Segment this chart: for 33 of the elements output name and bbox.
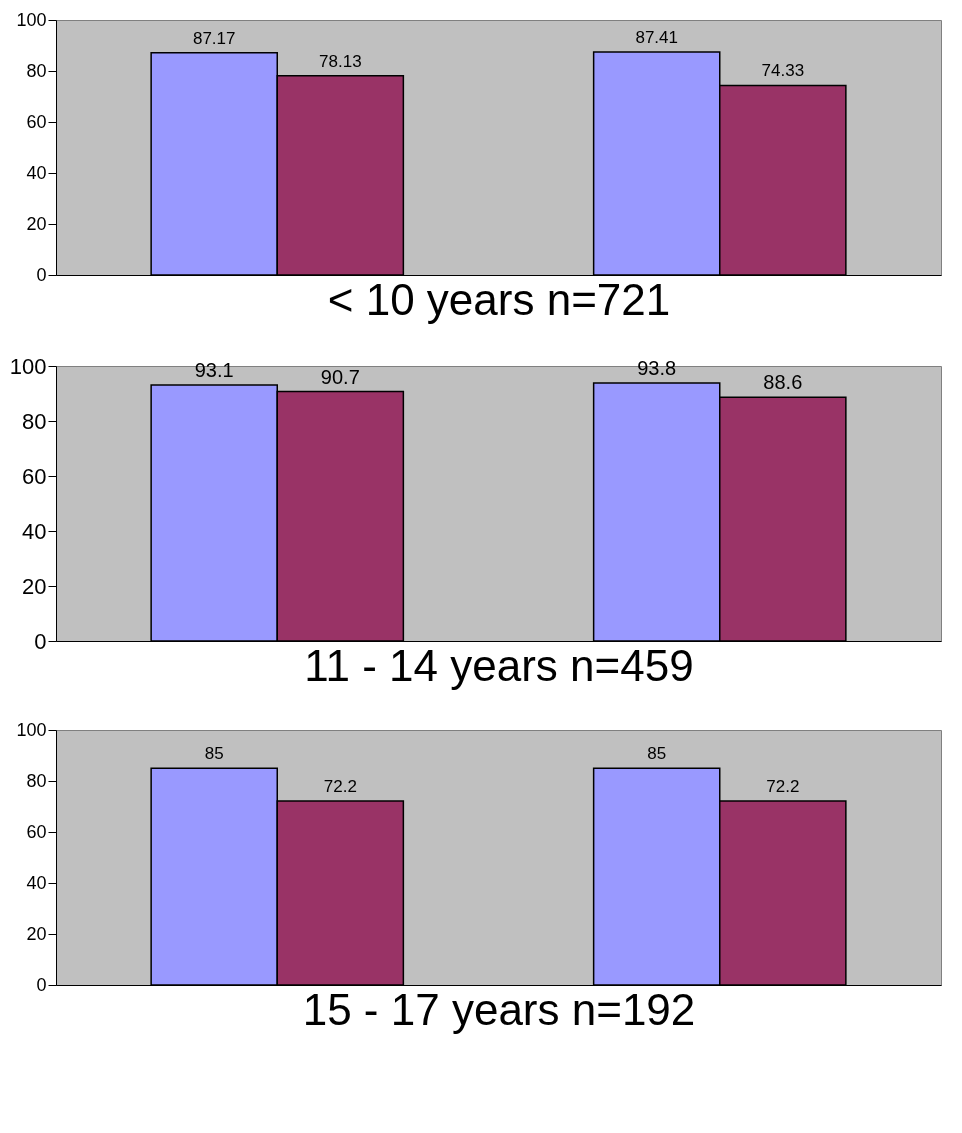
y-tick-label: 100 [16,9,47,30]
y-tick-label: 100 [16,719,47,740]
data-label: 78.13 [319,51,362,71]
y-tick-label: 40 [22,518,47,544]
x-axis-title: 15 - 17 years n=192 [302,984,696,1034]
y-tick-label: 60 [26,111,47,132]
data-label: 93.1 [194,358,234,381]
x-axis-title: < 10 years n=721 [327,274,671,324]
y-tick-label: 60 [22,463,47,489]
data-label: 87.41 [635,28,678,48]
y-tick-label: 20 [22,573,47,599]
y-tick-label: 40 [26,872,47,893]
y-tick-label: 0 [34,628,47,654]
data-label: 90.7 [320,365,360,388]
data-label: 74.33 [761,61,805,81]
y-tick-label: 20 [26,213,47,234]
y-tick-label: 80 [26,60,47,81]
y-tick-label: 0 [36,264,47,285]
data-label: 85 [204,744,224,764]
data-label: 72.2 [766,776,800,796]
y-tick-label: 100 [9,353,47,379]
data-label: 93.8 [637,357,677,380]
y-tick-label: 0 [36,974,47,995]
y-tick-label: 20 [26,923,47,944]
data-label: 85 [647,744,667,764]
y-tick-label: 80 [26,770,47,791]
y-tick-label: 60 [26,821,47,842]
data-label: 72.2 [323,776,357,796]
y-tick-label: 80 [22,408,47,434]
data-label: 88.6 [763,371,803,394]
y-tick-label: 40 [26,162,47,183]
x-axis-title: 11 - 14 years n=459 [304,640,694,690]
data-label: 87.17 [192,28,236,48]
